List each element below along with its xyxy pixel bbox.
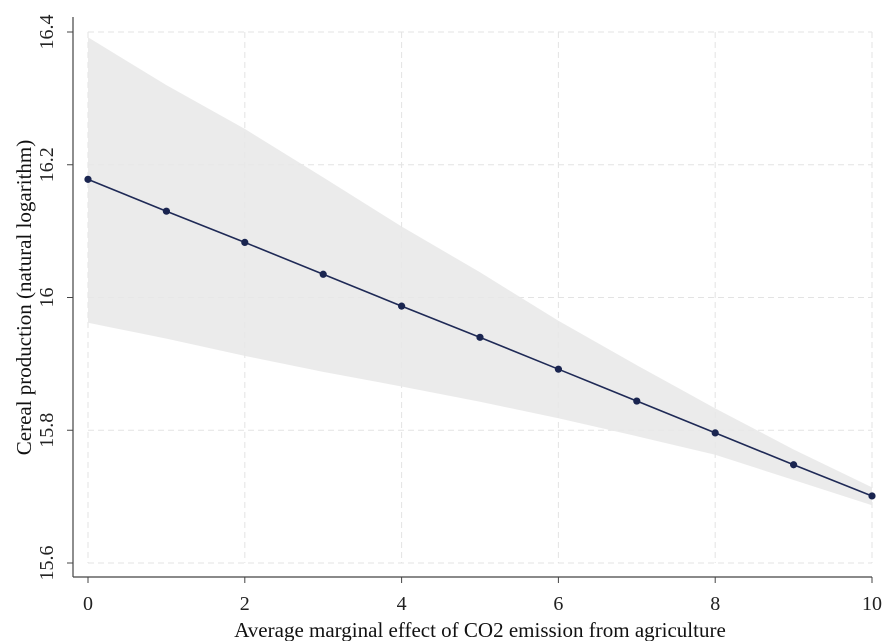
data-point (633, 397, 641, 405)
x-axis-ticks: 0 2 4 6 8 10 (83, 577, 882, 615)
data-point (476, 333, 484, 341)
y-axis-title: Cereal production (natural logarithm) (12, 140, 36, 455)
data-point (554, 365, 563, 373)
data-point (398, 302, 406, 310)
y-tick-label: 15.8 (36, 413, 58, 448)
y-tick-label: 16 (36, 288, 58, 308)
data-point (162, 207, 170, 215)
y-tick-label: 16.2 (36, 147, 58, 182)
data-point (241, 238, 249, 247)
data-point (84, 175, 92, 183)
y-tick-label: 15.6 (36, 546, 58, 581)
x-tick-label: 8 (710, 593, 720, 615)
x-tick-label: 10 (862, 593, 882, 615)
x-tick-label: 0 (83, 593, 93, 615)
data-point (868, 492, 876, 500)
x-tick-label: 2 (240, 593, 250, 615)
x-axis-title: Average marginal effect of CO2 emission … (234, 618, 726, 641)
series-markers (84, 175, 876, 500)
y-tick-label: 16.4 (36, 15, 58, 50)
data-point (319, 270, 327, 278)
data-point (711, 429, 719, 437)
x-tick-label: 4 (397, 593, 407, 615)
y-axis-ticks: 15.6 15.8 16 16.2 16.4 (36, 15, 73, 581)
data-point (790, 461, 798, 469)
x-tick-label: 6 (553, 593, 563, 615)
confidence-band (88, 37, 872, 506)
